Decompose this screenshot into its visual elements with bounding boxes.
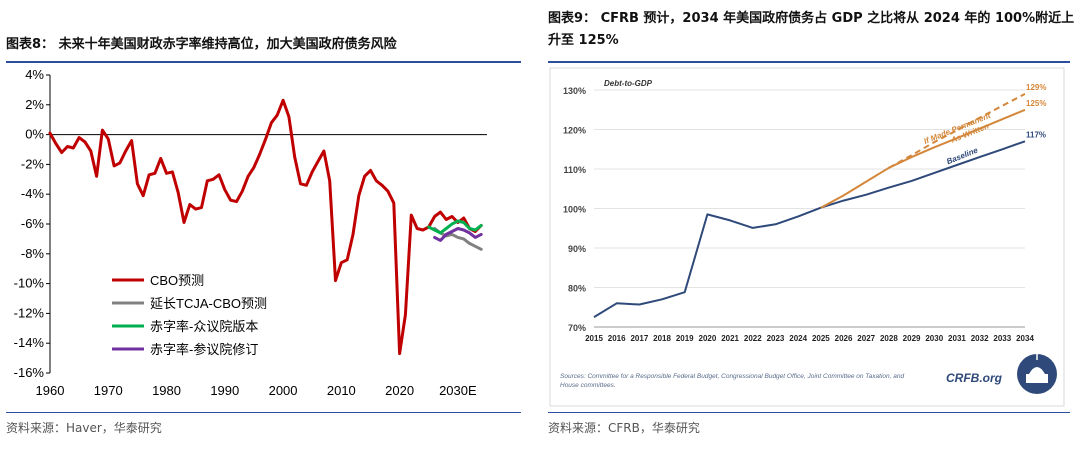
capitol-seal-icon-base [1026, 374, 1048, 383]
x-tick-label: 2018 [653, 334, 671, 343]
y-tick-label: 80% [568, 284, 586, 294]
series-line-tcja-cbo [433, 227, 483, 251]
y-tick-label: -2% [21, 156, 45, 171]
x-tick-label: 2033 [993, 334, 1011, 343]
x-tick-label: 2029 [903, 334, 921, 343]
x-tick-label: 2016 [608, 334, 626, 343]
series-line-series [433, 227, 483, 242]
x-tick-label: 1960 [36, 383, 65, 398]
x-tick-label: 2034 [1016, 334, 1034, 343]
y-tick-label: -4% [21, 186, 45, 201]
right-figure-title: 图表9： CFRB 预计，2034 年美国政府债务占 GDP 之比将从 2024… [548, 11, 1075, 48]
right-source-note: 资料来源：CFRB，华泰研究 [548, 421, 700, 435]
y-tick-label: -14% [14, 335, 45, 350]
x-tick-label: 2017 [630, 334, 648, 343]
x-tick-label: 2023 [767, 334, 785, 343]
y-tick-label: -16% [14, 365, 45, 380]
legend-label: 赤字率-众议院版本 [150, 319, 258, 334]
y-tick-label: 120% [563, 126, 586, 136]
x-tick-label: 2021 [721, 334, 739, 343]
left-title-rule [6, 61, 521, 63]
y-tick-label: 4% [25, 67, 44, 82]
chart-frame [549, 67, 1065, 407]
right-source-rule [548, 412, 1070, 413]
x-tick-label: 2010 [327, 383, 356, 398]
series-line-cbo [48, 98, 483, 356]
x-tick-label: 2032 [971, 334, 989, 343]
x-tick-label: 2020 [385, 383, 414, 398]
x-tick-label: 2030 [925, 334, 943, 343]
series-line-as-written [820, 108, 1026, 209]
series-end-label: 117% [1026, 130, 1046, 139]
x-tick-label: 2025 [812, 334, 830, 343]
x-tick-label: 2020 [699, 334, 717, 343]
legend-label: 延长TCJA-CBO预测 [150, 296, 267, 311]
series-line-series [427, 219, 483, 235]
x-tick-label: 2028 [880, 334, 898, 343]
x-tick-label: 1980 [152, 383, 181, 398]
right-title-rule [548, 61, 1070, 63]
x-tick-label: 1990 [210, 383, 239, 398]
y-tick-label: 2% [25, 97, 44, 112]
series-end-label: 129% [1026, 83, 1046, 92]
y-tick-label: 100% [563, 205, 586, 215]
x-tick-label: 2027 [857, 334, 875, 343]
x-tick-label: 2030E [439, 383, 477, 398]
x-tick-label: 2022 [744, 334, 762, 343]
y-tick-label: 0% [25, 127, 44, 142]
series-end-label: 125% [1026, 99, 1046, 108]
x-tick-label: 2019 [676, 334, 694, 343]
left-figure-title: 图表8： 未来十年美国财政赤字率维持高位，加大美国政府债务风险 [6, 37, 397, 52]
y-tick-label: -10% [14, 276, 45, 291]
left-source-rule [6, 412, 521, 413]
legend-label: CBO预测 [150, 273, 204, 288]
x-tick-label: 2000 [269, 383, 298, 398]
deficit-rate-chart: 4% 2% 0% -2% -4% -6% -8% -10% -12% -14% -16% 1960 19… [14, 67, 487, 398]
crfb-logo-text: CRFB.org [946, 371, 1003, 385]
x-tick-label: 1970 [94, 383, 123, 398]
x-tick-label: 2031 [948, 334, 966, 343]
inner-source-note: Sources: Committee for a Responsible Fed… [560, 373, 905, 389]
y-tick-label: 70% [568, 323, 586, 333]
y-tick-label: 130% [563, 86, 586, 96]
y-tick-label: 90% [568, 244, 586, 254]
y-tick-label: -6% [21, 216, 45, 231]
left-source-note: 资料来源：Haver，华泰研究 [6, 421, 162, 435]
x-tick-label: 2015 [585, 334, 603, 343]
chart-title: Debt-to-GDP [604, 79, 653, 88]
series-line-if-made-permanent [888, 93, 1026, 169]
series-line-baseline [593, 140, 1026, 318]
capitol-seal-icon-dome [1029, 367, 1045, 374]
debt-to-gdp-chart: Debt-to-GDP 70% 80% 90% 100% 110% 120% 130% 2015… [549, 67, 1065, 407]
y-tick-label: -8% [21, 246, 45, 261]
y-tick-label: 110% [563, 165, 586, 175]
right-figure: 图表9： CFRB 预计，2034 年美国政府债务占 GDP 之比将从 2024… [548, 0, 1083, 467]
y-tick-label: -12% [14, 305, 45, 320]
legend-label: 赤字率-参议院修订 [150, 342, 258, 357]
x-tick-label: 2026 [835, 334, 853, 343]
x-tick-label: 2024 [789, 334, 807, 343]
left-figure: 图表8： 未来十年美国财政赤字率维持高位，加大美国政府债务风险 4% 2% 0% -2… [0, 0, 530, 467]
inner-source-text: Sources: Committee for a Responsible Fed… [560, 373, 905, 389]
